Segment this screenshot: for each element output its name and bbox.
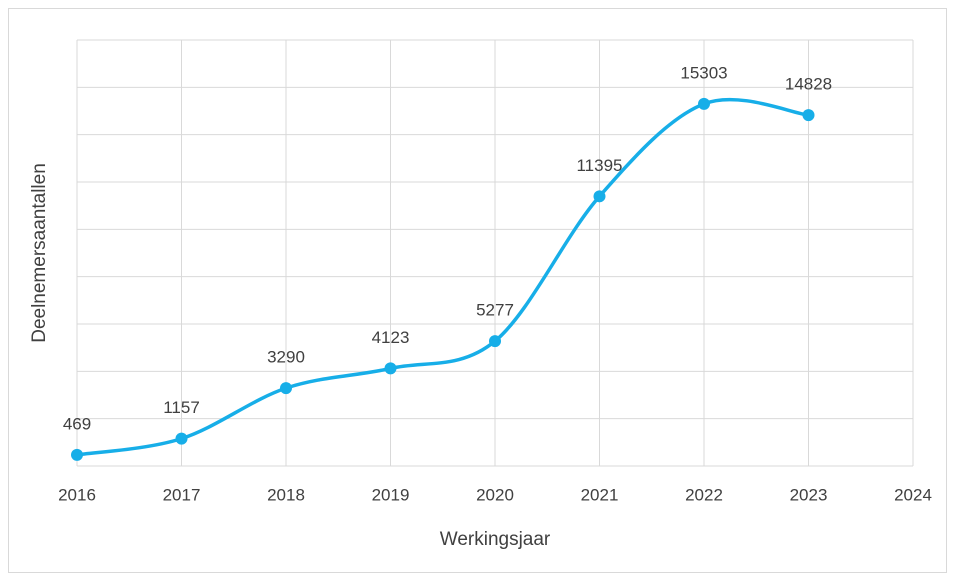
point bbox=[175, 432, 188, 445]
x-tick-label: 2023 bbox=[790, 485, 828, 504]
x-tick-label: 2022 bbox=[685, 485, 723, 504]
point bbox=[593, 190, 606, 203]
data-label: 1157 bbox=[163, 398, 200, 417]
x-tick-label: 2021 bbox=[581, 485, 619, 504]
point bbox=[802, 109, 815, 122]
point bbox=[698, 97, 710, 110]
x-tick-label: 2024 bbox=[894, 485, 932, 504]
data-label: 11395 bbox=[576, 156, 622, 175]
x-tick-label: 2018 bbox=[267, 485, 305, 504]
x-tick-label: 2017 bbox=[163, 485, 201, 504]
data-label: 4123 bbox=[372, 328, 410, 347]
data-label: 15303 bbox=[680, 63, 727, 82]
x-tick-label: 2019 bbox=[372, 485, 410, 504]
point bbox=[489, 335, 501, 348]
point bbox=[280, 382, 292, 395]
data-label: 469 bbox=[63, 414, 91, 433]
chart-frame bbox=[8, 8, 947, 573]
x-tick-label: 2020 bbox=[476, 485, 514, 504]
data-label: 14828 bbox=[785, 75, 832, 94]
point bbox=[384, 362, 397, 375]
data-label: 5277 bbox=[476, 301, 514, 320]
data-label: 3290 bbox=[267, 348, 305, 367]
y-axis-label: Deelnemersaantallen bbox=[29, 163, 50, 343]
line bbox=[76, 97, 809, 457]
x-tick-label: 2016 bbox=[58, 485, 96, 504]
point bbox=[71, 448, 83, 461]
x-axis-label: Werkingsjaar bbox=[440, 529, 551, 550]
